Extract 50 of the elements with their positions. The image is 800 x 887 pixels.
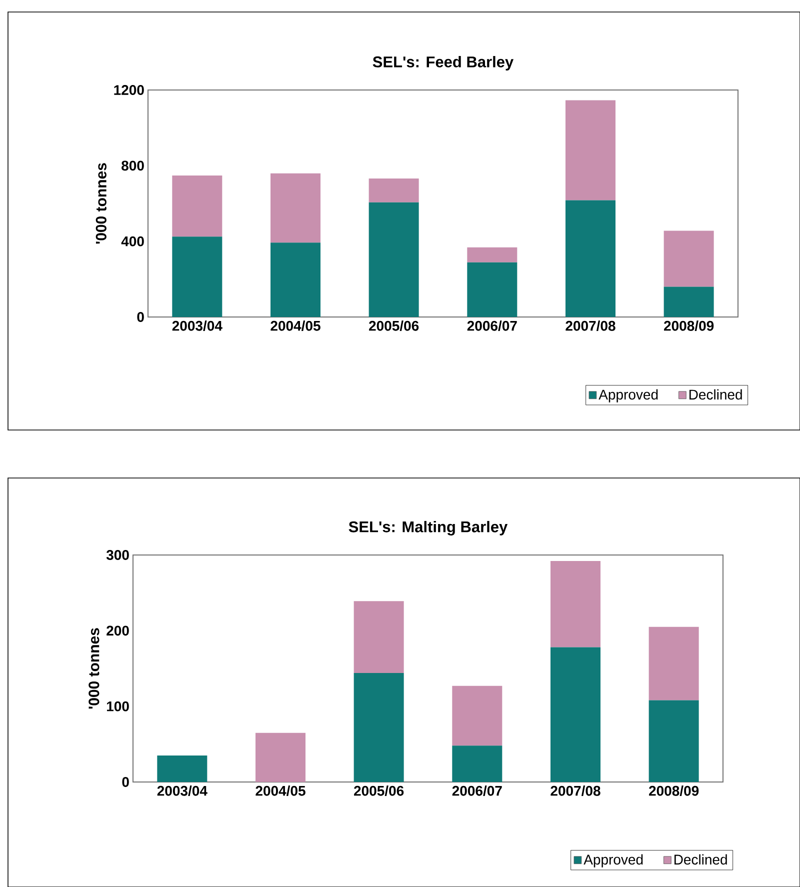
x-tick-label: 2008/09 <box>649 786 699 796</box>
y-tick-label: 100 <box>106 701 129 712</box>
x-tick-label: 2003/04 <box>172 320 222 331</box>
x-tick-label: 2008/09 <box>664 320 714 331</box>
y-tick-label: 0 <box>137 312 144 322</box>
y-axis-title: '000 tonnes <box>88 628 100 709</box>
bar <box>648 700 699 782</box>
bar <box>255 732 306 782</box>
bar <box>172 176 222 237</box>
y-tick-label: 1200 <box>114 85 144 95</box>
x-tick-label: 2004/05 <box>256 786 306 796</box>
bar <box>565 200 616 317</box>
bar <box>664 286 714 317</box>
bar <box>368 178 419 202</box>
bar <box>270 173 320 243</box>
bar <box>467 262 518 317</box>
bar <box>354 673 404 782</box>
x-tick-label: 2007/08 <box>550 786 600 796</box>
y-tick-label: 400 <box>121 236 144 246</box>
y-tick-label: 800 <box>122 160 144 171</box>
y-tick-label: 300 <box>106 550 129 560</box>
bar <box>452 686 502 746</box>
bar <box>270 242 320 317</box>
x-tick-label: 2005/06 <box>354 786 404 796</box>
x-tick-label: 2006/07 <box>452 786 502 796</box>
bar <box>648 626 699 700</box>
x-tick-label: 2005/06 <box>369 320 419 331</box>
x-tick-label: 2006/07 <box>467 320 517 331</box>
legend-label: Approved <box>584 854 643 868</box>
bar <box>354 601 404 674</box>
y-tick-label: 200 <box>106 626 129 636</box>
x-tick-label: 2003/04 <box>157 786 208 796</box>
bar <box>368 202 419 317</box>
y-axis-title: '000 tonnes <box>96 163 106 244</box>
bar <box>550 561 600 648</box>
chart-title: SEL's: Malting Barley <box>348 520 508 536</box>
bar <box>664 230 714 287</box>
bar <box>550 647 600 782</box>
bar <box>467 247 518 262</box>
bar <box>172 236 222 317</box>
legend-label: Declined <box>674 854 727 865</box>
bar <box>452 746 502 782</box>
y-tick-label: 0 <box>122 777 129 787</box>
bar <box>157 756 208 782</box>
bar <box>565 100 616 200</box>
legend-label: Declined <box>689 389 742 400</box>
x-tick-label: 2007/08 <box>566 320 616 331</box>
legend-label: Approved <box>598 389 658 402</box>
chart-title: SEL's: Feed Barley <box>372 56 514 70</box>
x-tick-label: 2004/05 <box>270 320 320 331</box>
